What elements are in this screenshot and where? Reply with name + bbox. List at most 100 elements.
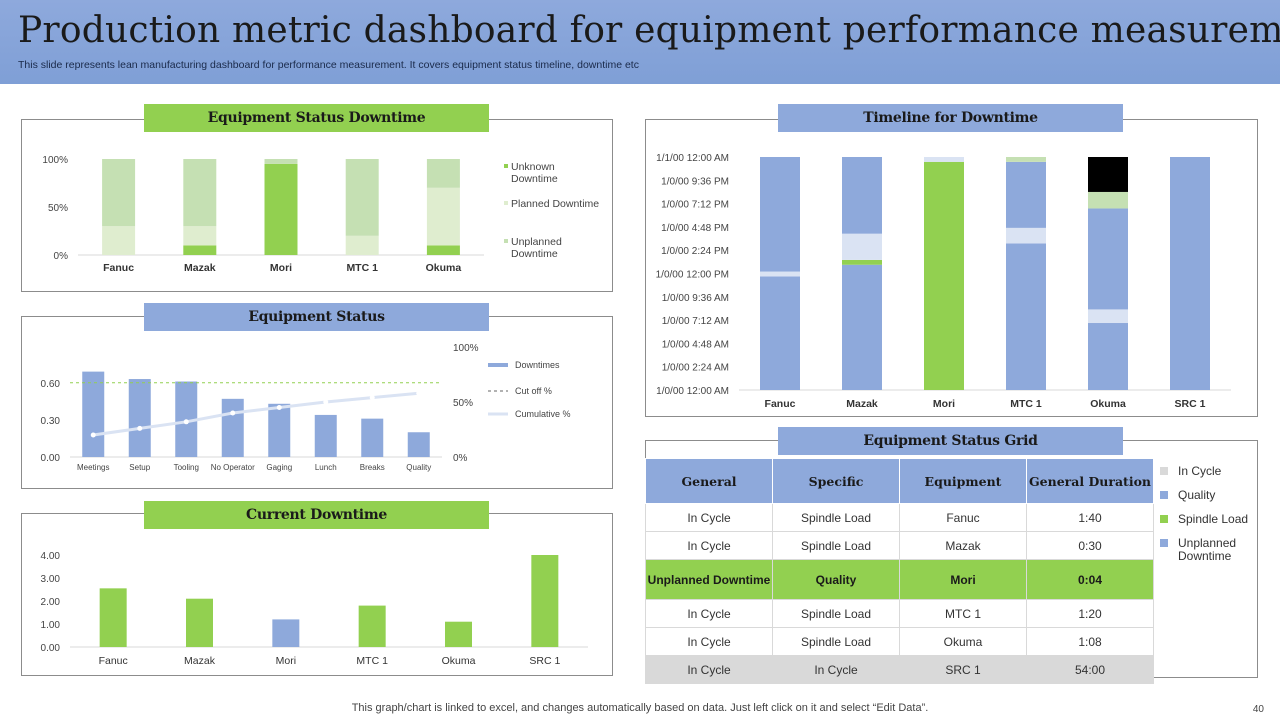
bar-segment <box>345 159 379 236</box>
grid-cell: 54:00 <box>1026 655 1154 684</box>
bar-segment <box>426 245 460 255</box>
grid-legend-item: Unplanned Downtime <box>1158 537 1280 563</box>
status-grid-title: Equipment Status Grid <box>778 427 1123 455</box>
x-tick-label: Breaks <box>360 463 385 472</box>
status-downtime-chart[interactable]: 0% 50% 100% Fanuc Mazak Mori MTC 1 Okuma Unknown… <box>22 148 610 288</box>
grid-cell: 0:04 <box>1026 559 1154 600</box>
cumulative-point <box>137 425 143 431</box>
bar <box>128 379 151 457</box>
bar-segment <box>183 245 217 255</box>
bar <box>186 598 213 647</box>
page-number: 40 <box>1252 704 1264 715</box>
y-tick-label: 1.00 <box>41 620 61 631</box>
y-tick-label: 0% <box>54 251 69 262</box>
grid-cell: Spindle Load <box>772 531 900 560</box>
legend-swatch <box>1160 515 1168 523</box>
grid-cell: Unplanned Downtime <box>645 559 773 600</box>
grid-header-specific: Specific <box>772 458 900 504</box>
y-tick-label: 1/0/00 4:48 PM <box>661 223 729 234</box>
x-tick-label: SRC 1 <box>529 655 560 667</box>
status-downtime-title: Equipment Status Downtime <box>144 104 489 132</box>
y-tick-label: 0.30 <box>41 416 61 427</box>
y-tick-label: 4.00 <box>41 551 61 562</box>
x-tick-label: No Operator <box>211 463 255 472</box>
bar <box>221 398 244 457</box>
cumulative-point <box>230 410 236 416</box>
bar <box>361 418 384 457</box>
legend-swatch <box>1160 491 1168 499</box>
equipment-status-chart[interactable]: 0.00 0.30 0.60 0% 50% 100% Meetings Setup Toolin… <box>22 336 610 486</box>
bar-segment <box>1088 323 1128 390</box>
bar-segment <box>842 259 882 265</box>
grid-cell: Fanuc <box>899 503 1027 532</box>
bar-segment <box>183 226 217 246</box>
cumulative-point <box>276 405 282 410</box>
timeline-chart[interactable]: 1/0/00 12:00 AM 1/0/00 2:24 AM 1/0/00 4:48… <box>646 140 1255 414</box>
bar-segment <box>1006 227 1046 244</box>
page-subtitle: This slide represents lean manufacturing… <box>18 59 639 71</box>
x-tick-label: Tooling <box>174 463 199 472</box>
grid-cell: In Cycle <box>772 655 900 684</box>
legend-label: Quality <box>1178 488 1216 502</box>
table-row: In Cycle Spindle Load Okuma 1:08 <box>645 627 1154 656</box>
status-grid-table: General Specific Equipment General Durat… <box>645 458 1154 684</box>
legend-label: Planned Downtime <box>511 198 599 210</box>
cumulative-point <box>369 395 375 401</box>
bar-segment <box>183 159 217 227</box>
y-tick-label: 1/0/00 9:36 AM <box>662 293 729 304</box>
grid-cell: In Cycle <box>645 531 773 560</box>
grid-legend-item: Quality <box>1158 489 1280 502</box>
legend-label: Cut off % <box>515 386 552 396</box>
bar-segment <box>426 187 460 246</box>
x-tick-label: Lunch <box>315 463 337 472</box>
equipment-status-title: Equipment Status <box>144 303 489 331</box>
y-tick-label: 1/0/00 12:00 PM <box>656 270 729 281</box>
bar-segment <box>924 161 964 390</box>
bar-segment <box>842 264 882 390</box>
x-tick-label: Mazak <box>184 262 216 274</box>
bar-segment <box>1006 243 1046 390</box>
grid-cell: In Cycle <box>645 655 773 684</box>
cumulative-point <box>416 390 422 396</box>
x-tick-label: Mori <box>270 262 292 274</box>
x-tick-label: Mori <box>933 398 955 410</box>
bar-segment <box>1088 309 1128 324</box>
y-tick-label: 1/0/00 2:24 PM <box>661 246 729 257</box>
grid-cell: In Cycle <box>645 503 773 532</box>
grid-cell: Spindle Load <box>772 503 900 532</box>
grid-cell: Spindle Load <box>772 599 900 628</box>
grid-header-row: General Specific Equipment General Durat… <box>645 458 1154 504</box>
legend-swatch <box>1160 467 1168 475</box>
bar-segment <box>1088 191 1128 209</box>
legend-label: Unplanned Downtime <box>1178 536 1237 563</box>
table-row-highlighted: Unplanned Downtime Quality Mori 0:04 <box>645 559 1154 600</box>
legend-swatch <box>488 363 508 367</box>
bar-segment <box>1088 157 1128 192</box>
grid-header-general: General <box>645 458 773 504</box>
bar <box>445 621 472 647</box>
x-tick-label: Fanuc <box>103 262 134 274</box>
grid-cell: Okuma <box>899 627 1027 656</box>
current-downtime-chart[interactable]: 0.00 1.00 2.00 3.00 4.00 Fanuc Mazak Mori MTC 1 O… <box>22 540 610 672</box>
grid-cell: Mori <box>899 559 1027 600</box>
grid-header-equipment: Equipment <box>899 458 1027 504</box>
bar <box>407 432 430 457</box>
legend-swatch <box>504 201 508 205</box>
x-tick-label: Okuma <box>426 262 462 274</box>
y-tick-label: 0.00 <box>41 643 61 654</box>
page-title: Production metric dashboard for equipmen… <box>18 10 1280 51</box>
y2-tick-label: 0% <box>453 453 468 464</box>
bar-segment <box>842 157 882 234</box>
cumulative-point <box>183 419 189 425</box>
bar-segment <box>102 159 136 227</box>
bar-segment <box>842 233 882 260</box>
x-tick-label: Gaging <box>266 463 292 472</box>
grid-cell: 1:40 <box>1026 503 1154 532</box>
x-tick-label: Fanuc <box>765 398 796 410</box>
grid-cell: In Cycle <box>645 599 773 628</box>
x-tick-label: Fanuc <box>99 655 128 667</box>
table-row: In Cycle Spindle Load Mazak 0:30 <box>645 531 1154 560</box>
bar-segment <box>345 235 379 255</box>
y-tick-label: 0.60 <box>41 379 61 390</box>
table-row: In Cycle Spindle Load Fanuc 1:40 <box>645 503 1154 532</box>
